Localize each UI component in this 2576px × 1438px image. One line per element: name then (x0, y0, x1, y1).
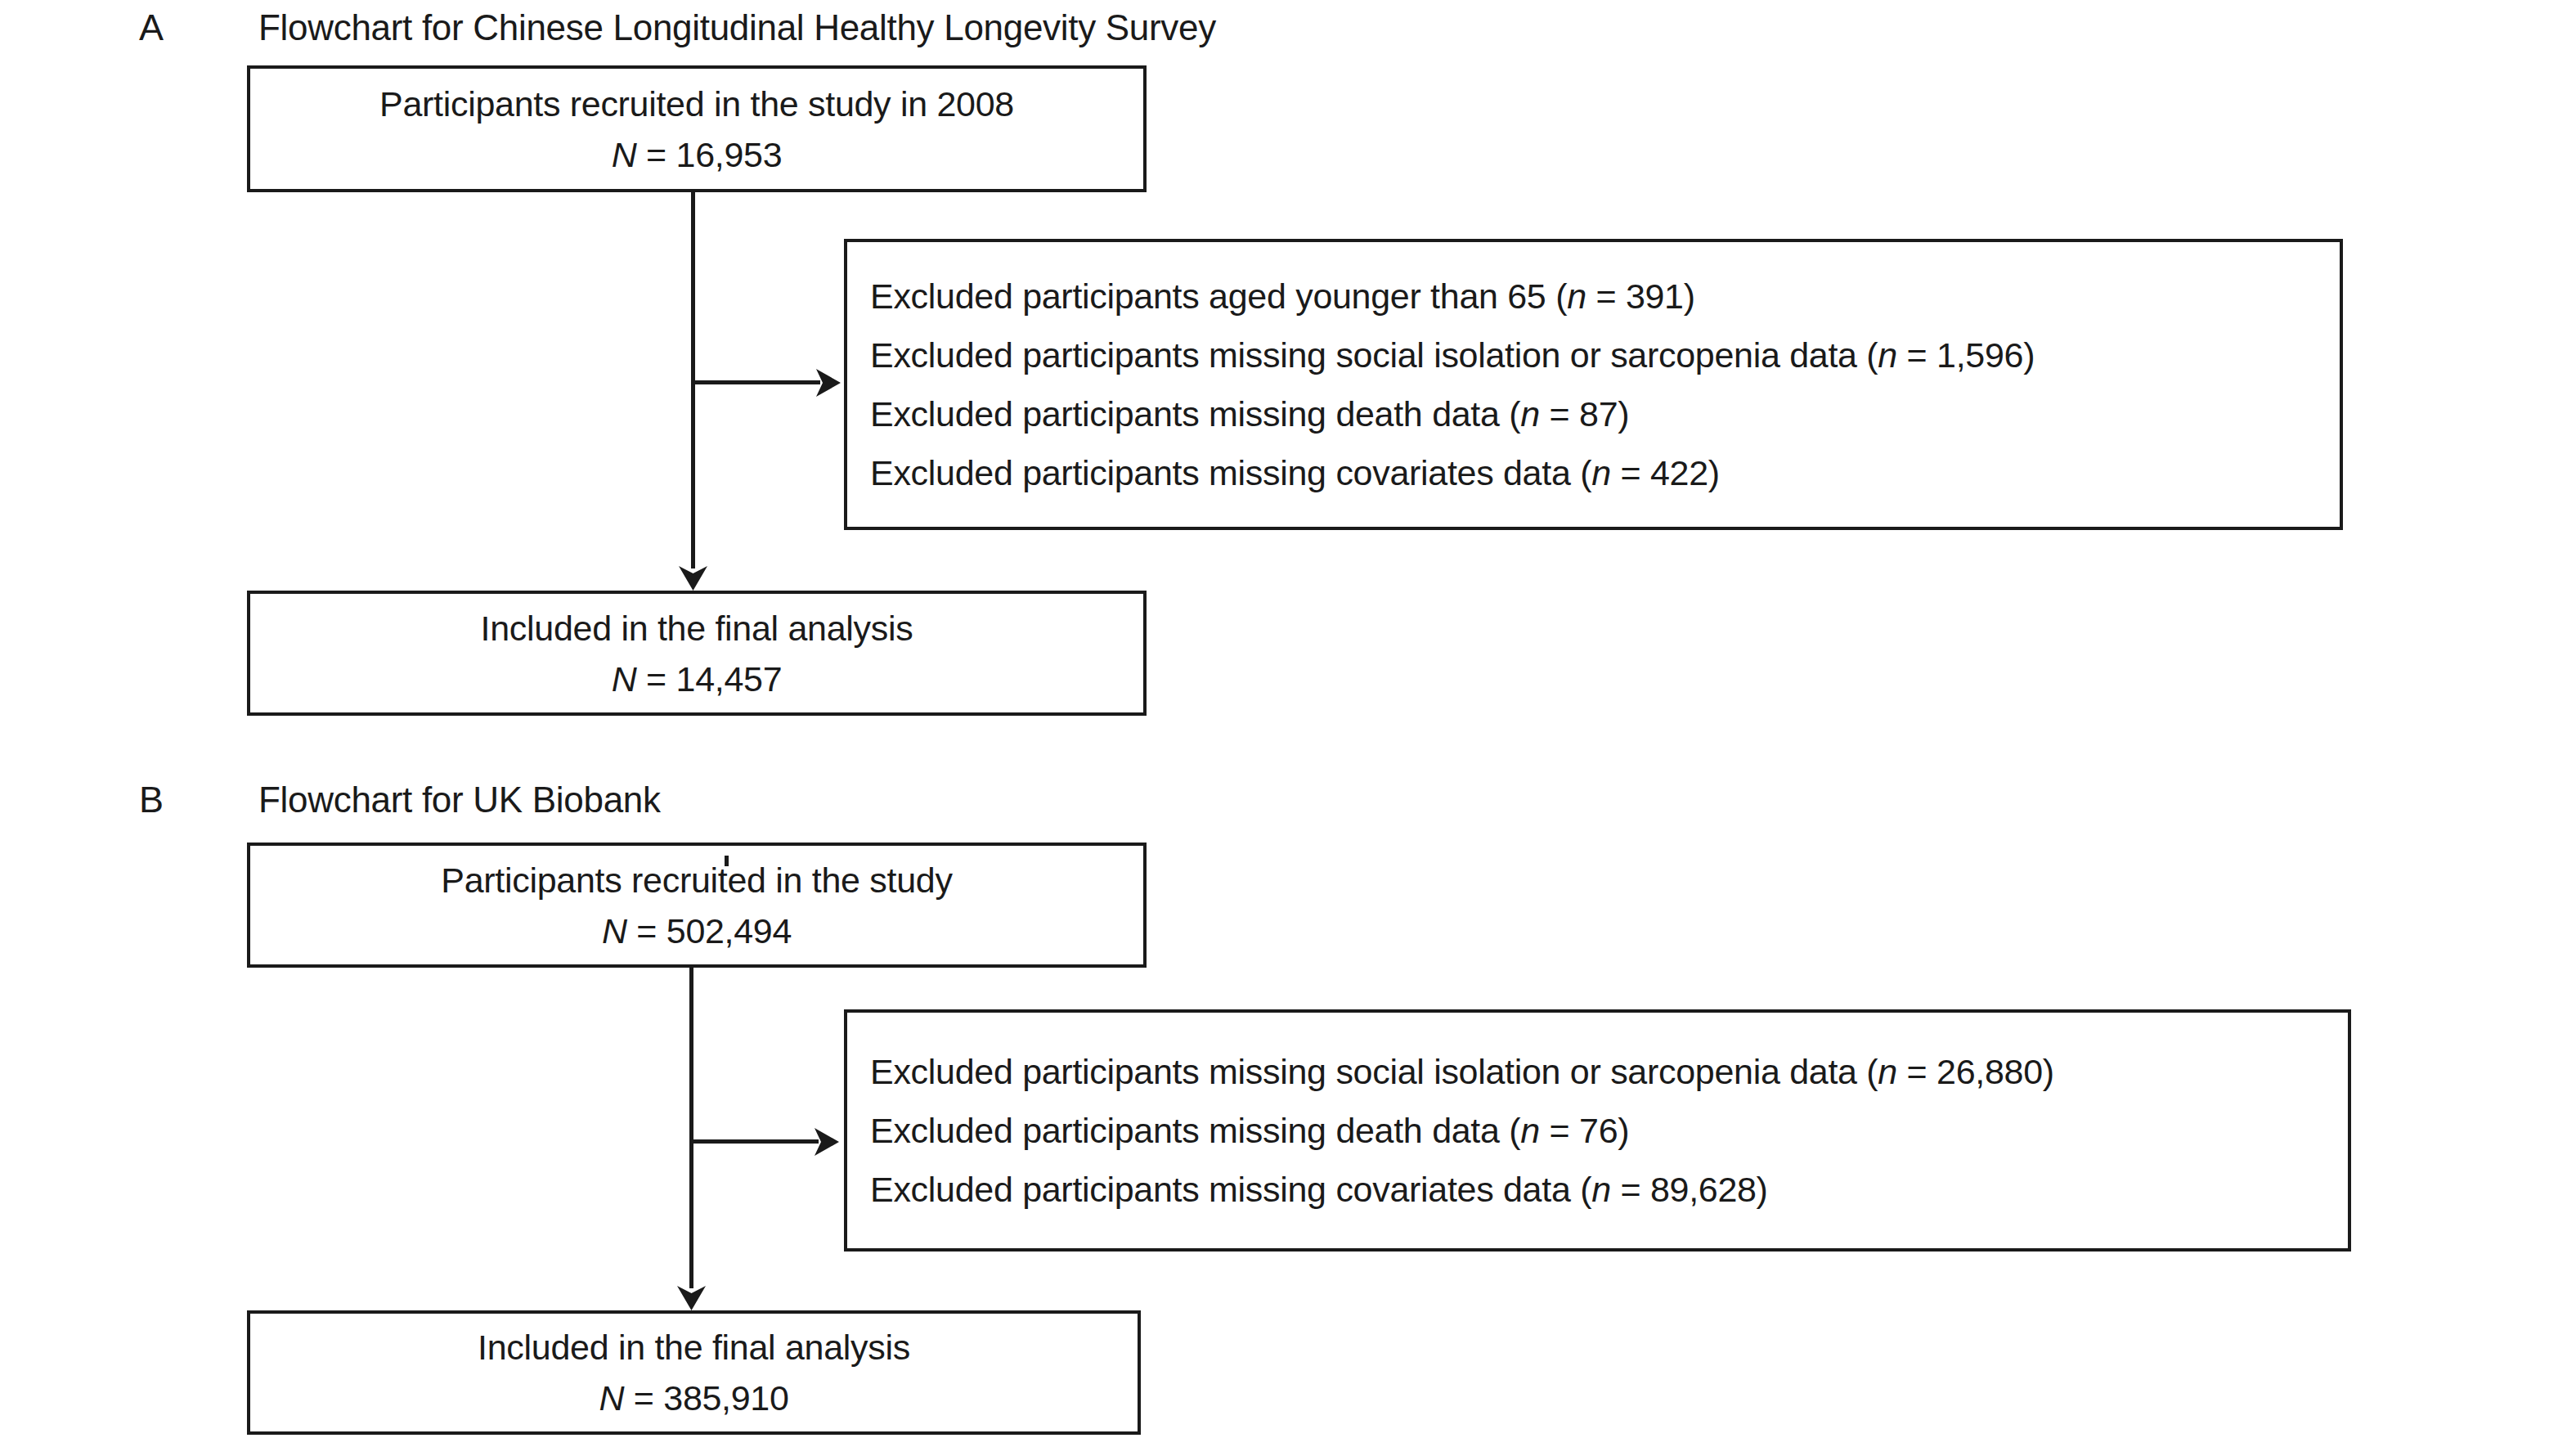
exclusion-count: = 26,880) (1897, 1052, 2054, 1091)
n-symbol: n (1878, 335, 1897, 375)
n-value: = 16,953 (636, 135, 782, 174)
exclusion-text: Excluded participants missing death data… (870, 1111, 1520, 1150)
exclusion-count: = 87) (1540, 394, 1629, 434)
end-box-text: Included in the final analysis (481, 603, 913, 654)
panel-a-label: A (139, 7, 164, 49)
arrowhead-down-icon (677, 1286, 706, 1310)
n-symbol: n (1567, 276, 1586, 316)
panel-b-title: Flowchart for UK Biobank (258, 779, 661, 821)
exclusion-text: Excluded participants missing death data… (870, 394, 1520, 434)
exclusion-text: Excluded participants missing covariates… (870, 1170, 1591, 1209)
stray-mark (725, 856, 729, 866)
exclusion-text: Excluded participants aged younger than … (870, 276, 1567, 316)
exclusion-item: Excluded participants missing death data… (870, 384, 1629, 443)
panel-a-start-box: Participants recruited in the study in 2… (247, 65, 1147, 192)
panel-b-label: B (139, 779, 164, 821)
exclusion-text: Excluded participants missing covariates… (870, 453, 1591, 492)
panel-a-end-box: Included in the final analysis N = 14,45… (247, 591, 1147, 716)
start-box-text: Participants recruited in the study (441, 855, 952, 905)
n-symbol: n (1591, 1170, 1611, 1209)
panel-b-start-box: Participants recruited in the study N = … (247, 843, 1147, 968)
n-symbol: N (612, 135, 637, 174)
arrowhead-right-icon (816, 369, 841, 397)
n-symbol: n (1878, 1052, 1897, 1091)
n-value: = 14,457 (636, 659, 782, 699)
n-value: = 502,494 (627, 911, 792, 950)
exclusion-count: = 391) (1586, 276, 1695, 316)
panel-b-down-connector (689, 968, 693, 1288)
exclusion-item: Excluded participants missing social iso… (870, 1042, 2054, 1101)
start-box-n-line: N = 502,494 (602, 905, 792, 956)
panel-b-branch-connector (689, 1139, 819, 1144)
start-box-n-line: N = 16,953 (612, 129, 783, 180)
arrowhead-right-icon (815, 1128, 839, 1156)
panel-a-branch-connector (691, 380, 820, 384)
n-symbol: N (599, 1378, 624, 1418)
exclusion-item: Excluded participants aged younger than … (870, 267, 1695, 326)
end-box-text: Included in the final analysis (478, 1322, 910, 1373)
exclusion-item: Excluded participants missing covariates… (870, 443, 1720, 502)
panel-b-end-box: Included in the final analysis N = 385,9… (247, 1310, 1141, 1435)
panel-a-exclusion-box: Excluded participants aged younger than … (844, 239, 2343, 530)
exclusion-count: = 1,596) (1897, 335, 2035, 375)
study-flowchart-figure: A Flowchart for Chinese Longitudinal Hea… (0, 0, 2576, 1438)
arrowhead-down-icon (679, 566, 707, 591)
exclusion-item: Excluded participants missing covariates… (870, 1160, 1768, 1219)
exclusion-item: Excluded participants missing social iso… (870, 326, 2035, 384)
exclusion-text: Excluded participants missing social iso… (870, 335, 1878, 375)
panel-a-title: Flowchart for Chinese Longitudinal Healt… (258, 7, 1216, 49)
n-symbol: n (1520, 394, 1540, 434)
exclusion-count: = 76) (1540, 1111, 1629, 1150)
exclusion-item: Excluded participants missing death data… (870, 1101, 1629, 1160)
n-symbol: N (612, 659, 637, 699)
start-box-text: Participants recruited in the study in 2… (379, 79, 1014, 129)
n-symbol: N (602, 911, 627, 950)
end-box-n-line: N = 14,457 (612, 654, 783, 704)
n-value: = 385,910 (624, 1378, 788, 1418)
panel-b-exclusion-box: Excluded participants missing social iso… (844, 1009, 2351, 1252)
exclusion-count: = 89,628) (1611, 1170, 1768, 1209)
exclusion-text: Excluded participants missing social iso… (870, 1052, 1878, 1091)
n-symbol: n (1520, 1111, 1540, 1150)
end-box-n-line: N = 385,910 (599, 1373, 788, 1423)
n-symbol: n (1591, 453, 1611, 492)
exclusion-count: = 422) (1611, 453, 1720, 492)
